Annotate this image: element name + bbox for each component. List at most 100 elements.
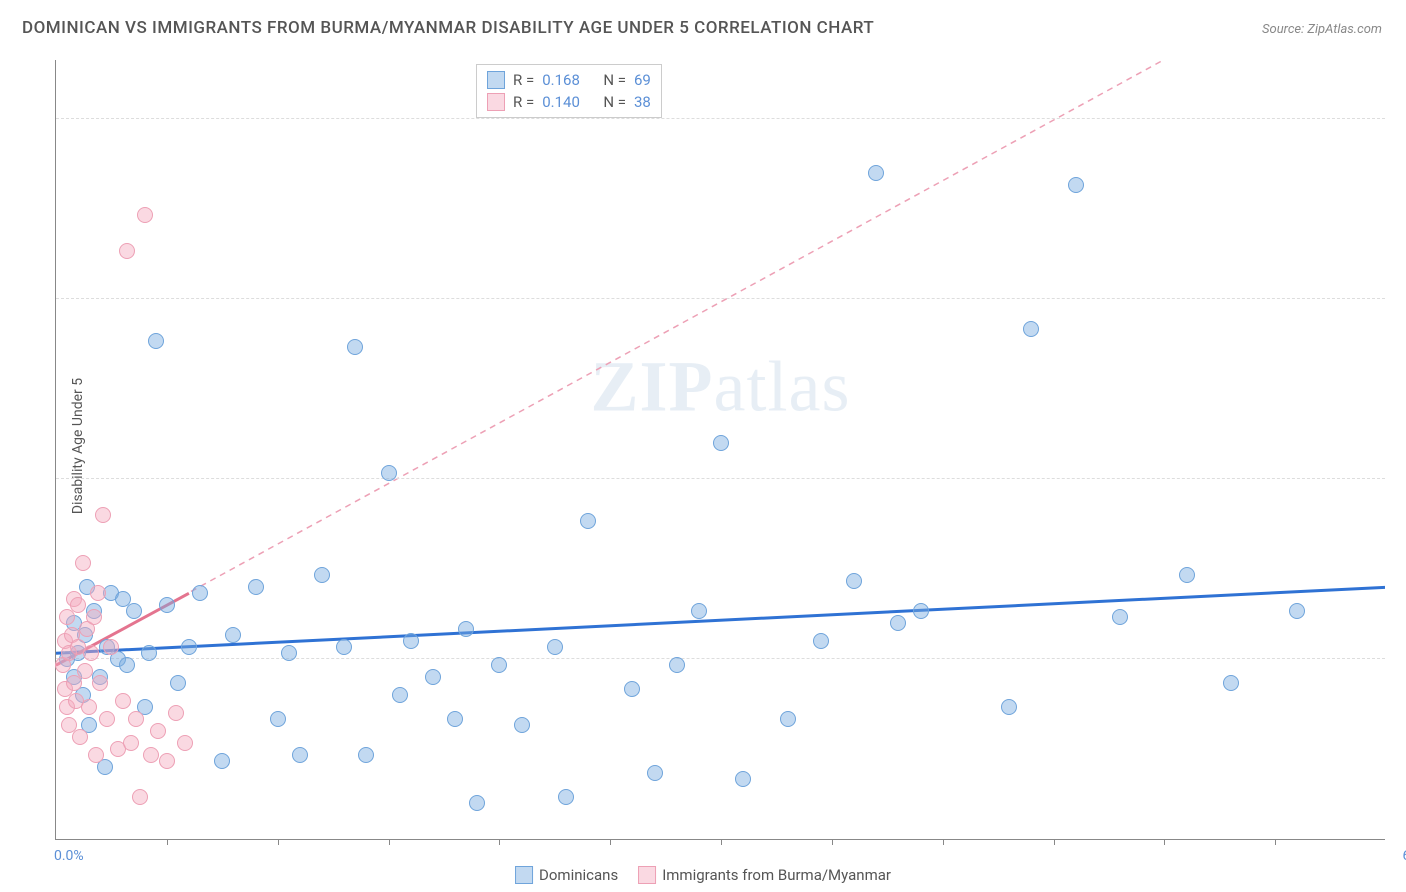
legend-swatch <box>487 93 505 111</box>
x-tick <box>499 839 500 845</box>
point-dominican <box>713 435 729 451</box>
point-dominican <box>780 711 796 727</box>
point-dominican <box>1289 603 1305 619</box>
point-dominican <box>647 765 663 781</box>
x-tick <box>610 839 611 845</box>
n-value: 38 <box>634 93 651 111</box>
point-dominican <box>347 339 363 355</box>
x-tick <box>832 839 833 845</box>
plot-area: ZIPatlas R = 0.168 N = 69 R = 0.140 N = … <box>55 60 1385 840</box>
point-dominican <box>1023 321 1039 337</box>
n-label: N = <box>603 71 626 89</box>
legend-correlation: R = 0.168 N = 69 R = 0.140 N = 38 <box>476 64 662 118</box>
point-dominican <box>336 639 352 655</box>
point-dominican <box>225 627 241 643</box>
x-tick <box>389 839 390 845</box>
point-burma <box>90 585 106 601</box>
x-axis-min-label: 0.0% <box>54 848 84 864</box>
point-dominican <box>491 657 507 673</box>
x-axis-max-label: 60.0% <box>1402 848 1406 864</box>
x-tick <box>278 839 279 845</box>
point-dominican <box>1112 609 1128 625</box>
point-burma <box>70 597 86 613</box>
point-dominican <box>1179 567 1195 583</box>
legend-row: R = 0.140 N = 38 <box>487 91 651 113</box>
point-dominican <box>119 657 135 673</box>
point-dominican <box>170 675 186 691</box>
point-burma <box>119 243 135 259</box>
point-dominican <box>214 753 230 769</box>
legend-swatch <box>487 71 505 89</box>
point-burma <box>83 645 99 661</box>
point-dominican <box>358 747 374 763</box>
point-dominican <box>580 513 596 529</box>
x-tick <box>1275 839 1276 845</box>
x-tick <box>1164 839 1165 845</box>
legend-label: Immigrants from Burma/Myanmar <box>662 866 891 884</box>
point-dominican <box>669 657 685 673</box>
point-dominican <box>547 639 563 655</box>
point-burma <box>86 609 102 625</box>
point-dominican <box>425 669 441 685</box>
legend-label: Dominicans <box>539 866 618 884</box>
point-burma <box>115 693 131 709</box>
point-burma <box>92 675 108 691</box>
gridline <box>56 118 1385 119</box>
point-dominican <box>890 615 906 631</box>
point-dominican <box>292 747 308 763</box>
point-burma <box>103 639 119 655</box>
point-burma <box>132 789 148 805</box>
point-dominican <box>281 645 297 661</box>
point-burma <box>95 507 111 523</box>
point-dominican <box>248 579 264 595</box>
point-burma <box>137 207 153 223</box>
point-burma <box>159 753 175 769</box>
point-dominican <box>469 795 485 811</box>
x-tick <box>1054 839 1055 845</box>
legend-swatch <box>638 866 656 884</box>
gridline <box>56 478 1385 479</box>
watermark: ZIPatlas <box>591 346 851 429</box>
x-tick <box>721 839 722 845</box>
point-dominican <box>846 573 862 589</box>
point-dominican <box>558 789 574 805</box>
point-burma <box>81 699 97 715</box>
point-dominican <box>913 603 929 619</box>
x-tick <box>943 839 944 845</box>
point-burma <box>177 735 193 751</box>
point-dominican <box>192 585 208 601</box>
point-dominican <box>514 717 530 733</box>
point-burma <box>77 663 93 679</box>
point-dominican <box>126 603 142 619</box>
point-burma <box>72 729 88 745</box>
point-dominican <box>270 711 286 727</box>
point-dominican <box>403 633 419 649</box>
point-dominican <box>314 567 330 583</box>
point-burma <box>128 711 144 727</box>
r-label: R = <box>513 93 534 111</box>
legend-swatch <box>515 866 533 884</box>
point-burma <box>88 747 104 763</box>
point-dominican <box>148 333 164 349</box>
point-dominican <box>1223 675 1239 691</box>
point-burma <box>150 723 166 739</box>
legend-item: Immigrants from Burma/Myanmar <box>638 866 891 884</box>
point-dominican <box>381 465 397 481</box>
point-dominican <box>159 597 175 613</box>
point-dominican <box>813 633 829 649</box>
point-dominican <box>392 687 408 703</box>
r-label: R = <box>513 71 534 89</box>
source-attribution: Source: ZipAtlas.com <box>1262 22 1382 37</box>
point-burma <box>143 747 159 763</box>
gridline <box>56 658 1385 659</box>
legend-item: Dominicans <box>515 866 618 884</box>
point-dominican <box>624 681 640 697</box>
x-tick <box>167 839 168 845</box>
point-burma <box>99 711 115 727</box>
point-dominican <box>141 645 157 661</box>
legend-series: Dominicans Immigrants from Burma/Myanmar <box>515 866 891 884</box>
point-dominican <box>181 639 197 655</box>
n-value: 69 <box>634 71 651 89</box>
point-dominican <box>1068 177 1084 193</box>
point-burma <box>123 735 139 751</box>
